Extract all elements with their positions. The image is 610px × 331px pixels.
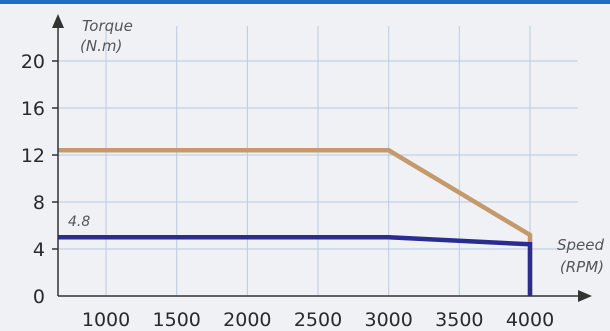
y-axis-label: Torque (82, 17, 133, 35)
y-tick-label-0: 0 (33, 286, 45, 308)
y-tick-label-16: 16 (21, 98, 45, 120)
series-line-continuous-torque (58, 235, 533, 296)
y-tick-label-20: 20 (21, 51, 45, 73)
x-tick-label-2500: 2500 (294, 309, 342, 331)
y-tick-label-8: 8 (33, 192, 45, 214)
x-axis-unit: (RPM) (560, 258, 604, 276)
y-axis-unit: (N.m) (80, 37, 122, 55)
x-tick-label-4000: 4000 (506, 309, 554, 331)
x-tick-label-1500: 1500 (153, 309, 201, 331)
top-accent-bar (0, 0, 610, 4)
x-tick-label-2000: 2000 (223, 309, 271, 331)
tick-labels: 1000 1500 2000 2500 3000 3500 4000 0 4 8 12 16 20 (21, 51, 554, 331)
y-tick-label-4: 4 (33, 239, 45, 261)
grid (52, 26, 578, 296)
data-label-4-8: 4.8 (68, 214, 90, 230)
series-layer (58, 148, 533, 296)
axes (52, 14, 592, 302)
x-tick-label-1000: 1000 (82, 309, 130, 331)
x-axis-label: Speed (557, 236, 605, 254)
y-axis-arrow-icon (52, 14, 64, 28)
x-tick-label-3500: 3500 (435, 309, 483, 331)
y-tick-label-12: 12 (21, 145, 45, 167)
x-axis-arrow-icon (578, 290, 592, 302)
x-tick-label-3000: 3000 (365, 309, 413, 331)
